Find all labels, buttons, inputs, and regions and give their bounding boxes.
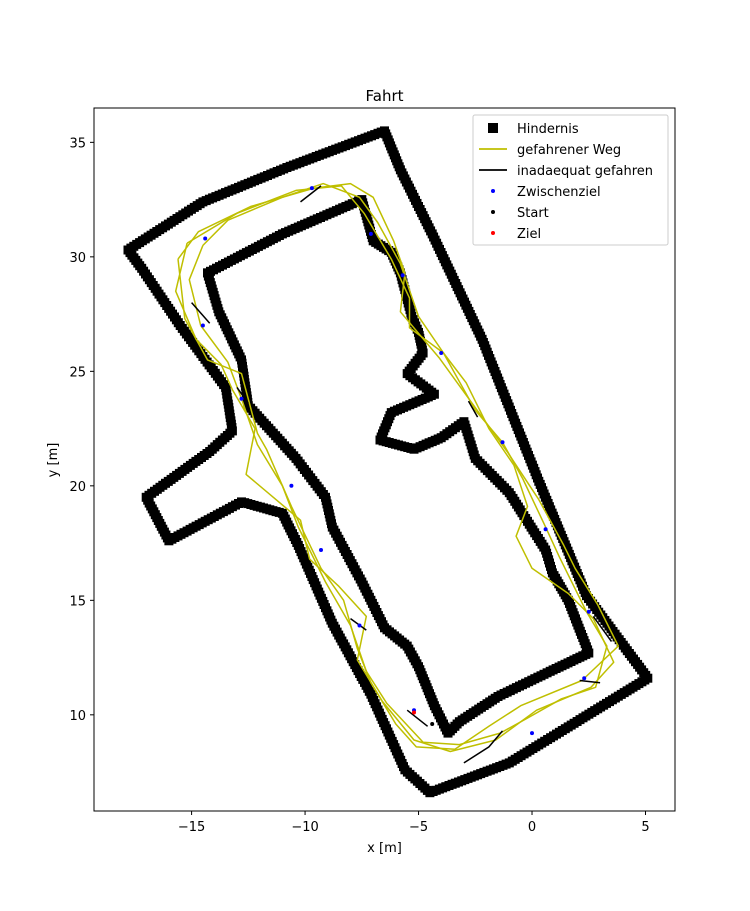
- waypoint-marker: [439, 351, 444, 355]
- waypoint-marker: [586, 609, 591, 614]
- x-tick-label: −15: [178, 820, 205, 835]
- legend-entry-start: Start: [491, 206, 549, 221]
- y-tick-label: 25: [69, 365, 86, 380]
- waypoint-marker: [500, 440, 505, 445]
- waypoint-marker: [543, 527, 548, 532]
- inadequate-segment: [406, 709, 429, 727]
- x-axis-label: x [m]: [367, 841, 402, 856]
- legend-label: Zwischenziel: [517, 185, 601, 200]
- waypoint-marker: [582, 676, 587, 681]
- waypoint-marker: [203, 236, 208, 241]
- inadequate-segment: [467, 400, 479, 418]
- waypoint-marker: [200, 323, 205, 328]
- inadequate-segment: [592, 615, 613, 642]
- inadequate-segment: [579, 679, 601, 684]
- x-tick-label: −10: [291, 820, 318, 835]
- y-tick-label: 15: [69, 594, 86, 609]
- waypoint-marker: [357, 623, 362, 628]
- y-tick-label: 35: [69, 136, 86, 151]
- waypoint-marker: [309, 186, 314, 191]
- waypoint-marker: [319, 548, 323, 552]
- legend: Hindernis gefahrener Weg inadaequat gefahr…: [472, 114, 669, 246]
- legend-label: Hindernis: [517, 122, 579, 137]
- y-tick-label: 20: [69, 480, 86, 495]
- axis-ticks: −15 −10 −5 0 5 10 15 20 25 30 35: [69, 136, 649, 835]
- path-lap-3: [177, 182, 620, 750]
- waypoint-marker: [400, 273, 405, 278]
- goal-marker: [412, 710, 416, 715]
- legend-marker: [491, 231, 495, 235]
- plot-area: [123, 126, 653, 798]
- obstacle-point: [123, 245, 133, 255]
- inadequate-segment: [463, 730, 504, 764]
- waypoint-marker: [239, 396, 244, 401]
- x-tick-label: 0: [528, 820, 536, 835]
- legend-entry-path: gefahrener Weg: [479, 143, 621, 158]
- waypoint-marker: [368, 231, 373, 236]
- waypoint-marker: [530, 731, 534, 736]
- legend-marker: [488, 123, 498, 133]
- legend-entry-waypoint: Zwischenziel: [491, 185, 601, 200]
- legend-label: Ziel: [517, 227, 541, 242]
- waypoint-marker: [289, 483, 294, 488]
- y-tick-label: 30: [69, 251, 86, 266]
- x-tick-label: −5: [409, 820, 428, 835]
- legend-label: inadaequat gefahren: [517, 164, 653, 179]
- legend-label: gefahrener Weg: [517, 143, 621, 158]
- y-axis-label: y [m]: [46, 443, 61, 478]
- inadequate-segment: [300, 185, 322, 203]
- legend-entry-inadequate: inadaequat gefahren: [479, 164, 653, 179]
- start-marker: [430, 722, 435, 726]
- axes-frame: [93, 107, 676, 812]
- obstacle-point: [203, 268, 212, 278]
- legend-label: Start: [517, 206, 549, 221]
- y-tick-label: 10: [69, 709, 86, 724]
- legend-box: [472, 114, 669, 246]
- x-tick-label: 5: [641, 820, 649, 835]
- obstacle-outer-wall: [123, 126, 653, 798]
- legend-marker: [491, 210, 495, 214]
- legend-entry-obstacle: Hindernis: [488, 122, 579, 137]
- inadequate-segment: [236, 386, 249, 404]
- path-lap-2: [174, 185, 615, 753]
- inadequate-segment: [191, 302, 211, 324]
- legend-entry-goal: Ziel: [491, 227, 541, 242]
- legend-marker: [491, 189, 495, 193]
- chart-title: Fahrt: [366, 87, 404, 105]
